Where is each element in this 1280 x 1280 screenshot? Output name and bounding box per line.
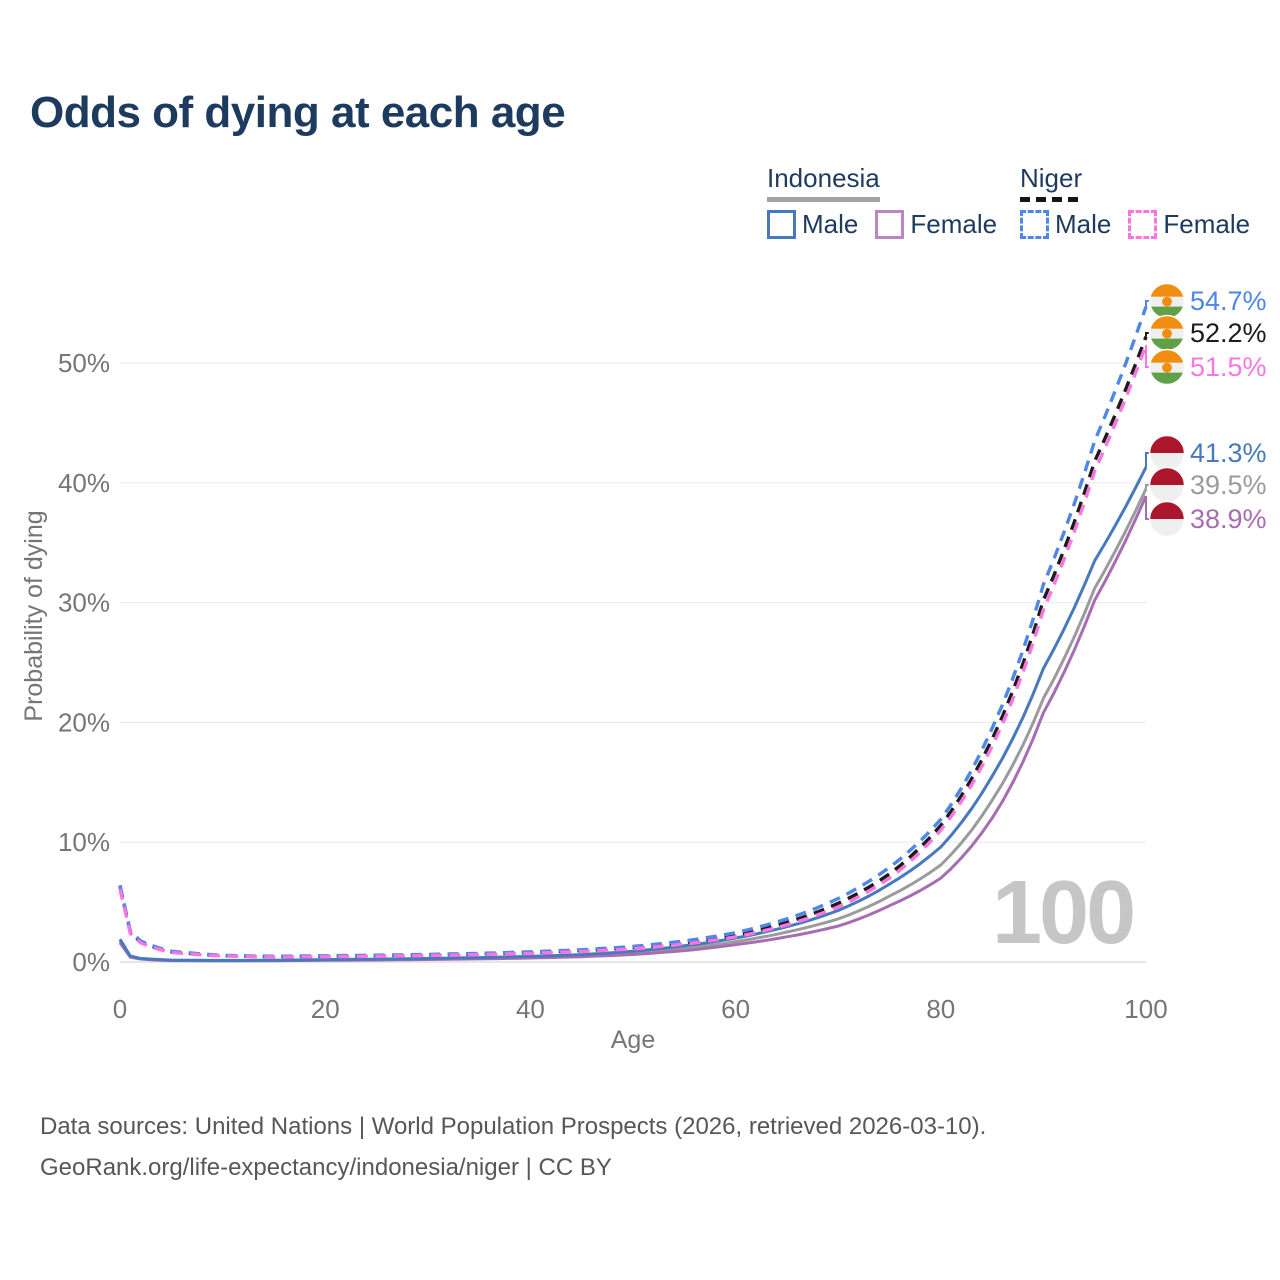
end-label-connector xyxy=(1145,300,1149,307)
end-label-connector xyxy=(1145,452,1149,468)
data-sources-line: Data sources: United Nations | World Pop… xyxy=(40,1113,987,1140)
flag-icon-indonesia xyxy=(1148,500,1186,538)
flag-icon-niger xyxy=(1148,282,1186,320)
x-tick-label: 100 xyxy=(1124,994,1167,1024)
x-axis-title: Age xyxy=(611,1026,655,1054)
page-title: Odds of dying at each age xyxy=(30,88,566,137)
end-value-label-indonesia-female: 38.9% xyxy=(1190,504,1267,534)
flag-icon-niger xyxy=(1148,348,1186,386)
end-value-label-indonesia-male: 41.3% xyxy=(1190,438,1267,468)
niger-line-style-swatch xyxy=(1020,197,1083,202)
legend-country-indonesia[interactable]: Indonesia xyxy=(767,163,880,202)
legend-country-niger[interactable]: Niger xyxy=(1020,163,1083,202)
series-line-niger-both-sexes[interactable] xyxy=(118,335,1148,959)
legend-item-niger-male[interactable]: Male xyxy=(1020,209,1111,240)
flag-icon-indonesia xyxy=(1148,466,1186,504)
legend-label-male: Male xyxy=(1055,209,1112,239)
x-tick-label: 40 xyxy=(516,994,545,1024)
y-axis-title: Probability of dying xyxy=(20,510,48,721)
end-value-label-niger-male: 54.7% xyxy=(1190,286,1267,316)
end-value-label-indonesia-both-sexes: 39.5% xyxy=(1190,470,1267,500)
legend-group-niger: Niger Male Female xyxy=(1020,163,1267,240)
y-tick-label: 50% xyxy=(58,348,110,378)
niger-male-swatch-icon xyxy=(1020,210,1049,239)
end-label-connector xyxy=(1145,345,1149,368)
x-tick-label: 0 xyxy=(113,994,127,1024)
current-age-watermark: 100 xyxy=(992,863,1136,963)
series-line-indonesia-male[interactable] xyxy=(118,466,1148,962)
series-line-niger-male[interactable] xyxy=(118,306,1148,958)
legend-country-label: Niger xyxy=(1020,163,1083,193)
y-tick-label: 0% xyxy=(72,947,110,977)
end-label-connector xyxy=(1145,332,1149,337)
x-tick-label: 60 xyxy=(721,994,750,1024)
legend-label-female: Female xyxy=(910,209,998,239)
legend-item-indonesia-male[interactable]: Male xyxy=(767,209,858,240)
indonesia-male-swatch-icon xyxy=(767,210,796,239)
y-tick-label: 40% xyxy=(58,468,110,498)
legend-label-female: Female xyxy=(1163,209,1251,239)
end-label-connector xyxy=(1145,484,1149,489)
legend-label-male: Male xyxy=(802,209,859,239)
flag-icon-indonesia xyxy=(1148,434,1186,472)
y-tick-label: 20% xyxy=(58,707,110,737)
footer: Data sources: United Nations | World Pop… xyxy=(40,1106,986,1188)
x-tick-label: 80 xyxy=(926,994,955,1024)
legend: Indonesia Male Female Niger xyxy=(0,163,1280,243)
legend-item-niger-female[interactable]: Female xyxy=(1128,209,1250,240)
niger-female-swatch-icon xyxy=(1128,210,1158,239)
end-value-label-niger-both-sexes: 52.2% xyxy=(1190,318,1267,348)
legend-country-label: Indonesia xyxy=(767,163,880,193)
y-tick-label: 30% xyxy=(58,588,110,618)
end-value-label-niger-female: 51.5% xyxy=(1190,352,1267,382)
y-tick-label: 10% xyxy=(58,827,110,857)
series-line-niger-female[interactable] xyxy=(118,344,1148,959)
indonesia-female-swatch-icon xyxy=(875,210,905,239)
attribution-line: GeoRank.org/life-expectancy/indonesia/ni… xyxy=(40,1154,612,1181)
x-tick-label: 20 xyxy=(311,994,340,1024)
end-label-connector xyxy=(1145,496,1149,520)
legend-item-indonesia-female[interactable]: Female xyxy=(875,209,997,240)
indonesia-line-style-swatch xyxy=(767,197,880,202)
legend-group-indonesia: Indonesia Male Female xyxy=(767,163,1014,240)
flag-icon-niger xyxy=(1148,314,1186,352)
